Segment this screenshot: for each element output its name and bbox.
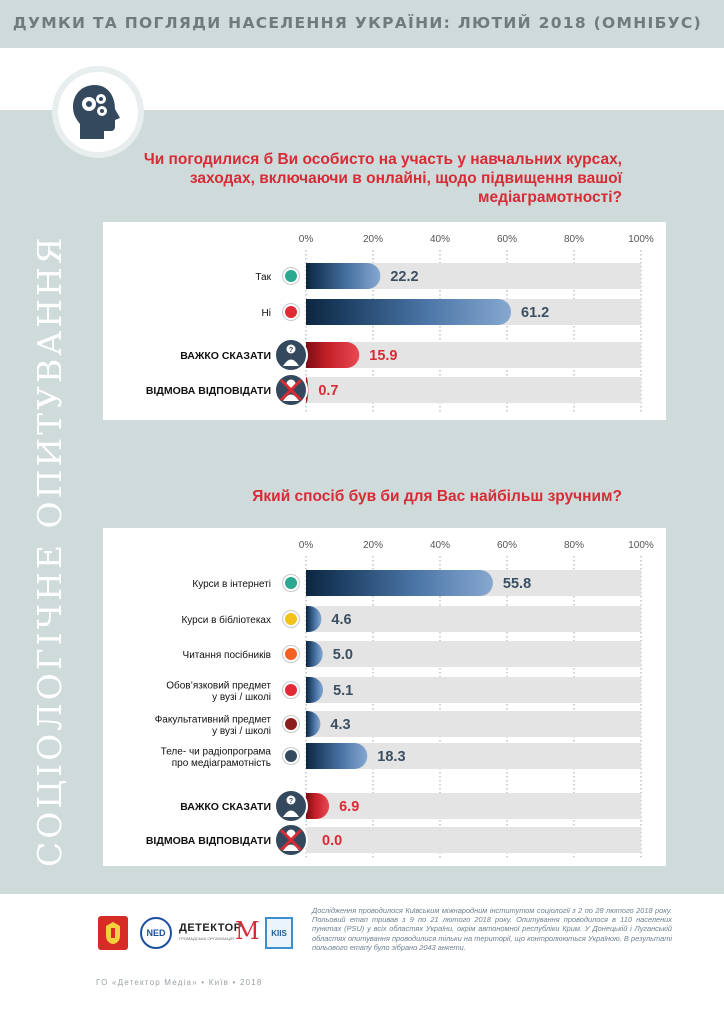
axis-tick-label: 20% (363, 234, 383, 245)
ned-logo: NED (140, 917, 172, 949)
svg-text:?: ? (289, 798, 293, 805)
bar-value-label: 4.6 (331, 612, 351, 628)
bar-track (306, 827, 641, 853)
bar-value-label: 22.2 (390, 269, 418, 285)
chart1-card: 0% 20% 40% 60% 80% 100% 22.2 Так 61.2 Ні 15.9? ВАЖК… (103, 222, 666, 420)
axis-tick-label: 0% (299, 540, 314, 551)
page-title: ДУМКИ ТА ПОГЛЯДИ НАСЕЛЕННЯ УКРАЇНИ: ЛЮТИ… (12, 14, 702, 32)
chart2: 0% 20% 40% 60% 80% 100% 55.8 Курси в інтернеті 4… (146, 540, 654, 858)
axis-tick-label: 40% (430, 234, 450, 245)
legend-dot (282, 645, 300, 663)
category-label: Теле- чи радіопрограма (161, 746, 272, 757)
category-label: Факультативний предмет (155, 714, 272, 725)
bar-track (306, 606, 641, 632)
bar-track (306, 793, 641, 819)
chart1-title: Чи погодилися б Ви особисто на участь у … (143, 151, 622, 206)
detector-media-logo: ДЕТЕКТОР M ГРОМАДСЬКА ОРГАНІЗАЦІЯ (179, 917, 260, 950)
detector-logo-text: ДЕТЕКТОР (179, 922, 242, 934)
legend-dot (282, 747, 300, 765)
axis-tick-label: 0% (299, 234, 314, 245)
bar (306, 711, 321, 737)
category-label: ВІДМОВА ВІДПОВІДАТИ (146, 385, 271, 397)
ned-logo-text: NED (146, 928, 166, 938)
bar-value-label: 55.8 (503, 576, 531, 592)
bar-value-label: 5.0 (333, 647, 353, 663)
bar-value-label: 0.7 (318, 383, 338, 399)
category-label: Читання посібників (183, 649, 271, 661)
legend-dot (282, 610, 300, 628)
axis-tick-label: 100% (628, 234, 654, 245)
question-person-icon: ? (274, 789, 308, 823)
category-label: про медіаграмотність (172, 758, 271, 769)
axis-tick-label: 40% (430, 540, 450, 551)
category-label: Так (255, 272, 271, 283)
category-label: ВІДМОВА ВІДПОВІДАТИ (146, 835, 271, 847)
legend-dot (282, 574, 300, 592)
vertical-section-title: СОЦІОЛОГІЧНЕ ОПИТУВАННЯ (30, 234, 69, 867)
coat-of-arms-logo (98, 916, 128, 950)
category-label: ВАЖКО СКАЗАТИ (180, 350, 271, 362)
bar-track (306, 677, 641, 703)
category-label: у вузі / школі (212, 692, 271, 703)
axis-tick-label: 100% (628, 540, 654, 551)
bar (306, 299, 512, 325)
methodology-footnote: Дослідження проводилося Київським міжнар… (312, 906, 672, 952)
chart2-title: Який спосіб був би для Вас найбільш зруч… (252, 488, 622, 505)
bar-value-label: 15.9 (369, 348, 397, 364)
chart1: 0% 20% 40% 60% 80% 100% 22.2 Так 61.2 Ні 15.9? ВАЖК… (146, 234, 654, 412)
bar (306, 263, 381, 289)
bar-value-label: 4.3 (330, 717, 350, 733)
chart2-card: 0% 20% 40% 60% 80% 100% 55.8 Курси в інтернеті 4… (103, 528, 666, 866)
bar (306, 342, 360, 368)
bar-track (306, 377, 641, 403)
axis-tick-label: 60% (497, 234, 517, 245)
legend-dot (282, 267, 300, 285)
kiis-logo-text: KIIS (271, 928, 287, 938)
detector-logo-sub: ГРОМАДСЬКА ОРГАНІЗАЦІЯ (179, 936, 234, 941)
svg-text:?: ? (289, 347, 293, 354)
axis-tick-label: 80% (564, 234, 584, 245)
axis-tick-label: 60% (497, 540, 517, 551)
category-label: Курси в бібліотеках (181, 614, 271, 626)
publisher-line: ГО «Детектор Медіа» • Київ • 2018 (96, 978, 263, 987)
question-person-icon: ? (274, 338, 308, 372)
bar-value-label: 6.9 (339, 799, 359, 815)
bar (306, 606, 322, 632)
bar (306, 743, 368, 769)
bar-track (306, 711, 641, 737)
bar (306, 570, 493, 596)
legend-dot (282, 715, 300, 733)
axis-tick-label: 80% (564, 540, 584, 551)
bar (306, 793, 330, 819)
bar-value-label: 5.1 (333, 683, 353, 699)
no-answer-person-icon (274, 823, 308, 857)
category-label: Курси в інтернеті (192, 579, 271, 590)
category-label: Обов’язковий предмет (166, 679, 271, 691)
no-answer-person-icon (274, 373, 308, 407)
bar-value-label: 61.2 (521, 305, 549, 321)
category-label: у вузі / школі (212, 726, 271, 737)
bar-track (306, 342, 641, 368)
kiis-logo: KIIS (265, 917, 293, 949)
legend-dot (282, 303, 300, 321)
head-gears-icon (52, 66, 144, 158)
bar-track (306, 641, 641, 667)
category-label: Ні (262, 308, 271, 319)
header-bar (0, 0, 724, 48)
bar-value-label: 18.3 (377, 749, 405, 765)
legend-dot (282, 681, 300, 699)
bar (306, 641, 323, 667)
bar (306, 677, 324, 703)
axis-tick-label: 20% (363, 540, 383, 551)
category-label: ВАЖКО СКАЗАТИ (180, 801, 271, 813)
detector-logo-m: M (235, 917, 260, 945)
bar-value-label: 0.0 (322, 833, 342, 849)
